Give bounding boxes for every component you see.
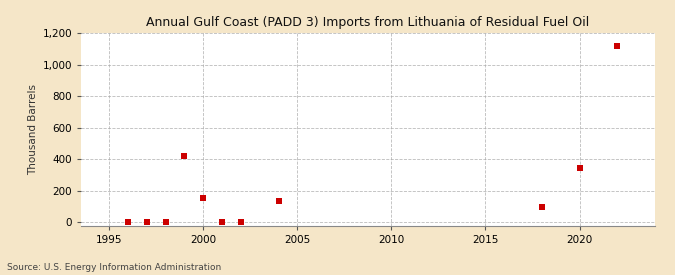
Title: Annual Gulf Coast (PADD 3) Imports from Lithuania of Residual Fuel Oil: Annual Gulf Coast (PADD 3) Imports from … <box>146 16 589 29</box>
Text: Source: U.S. Energy Information Administration: Source: U.S. Energy Information Administ… <box>7 263 221 272</box>
Y-axis label: Thousand Barrels: Thousand Barrels <box>28 84 38 175</box>
